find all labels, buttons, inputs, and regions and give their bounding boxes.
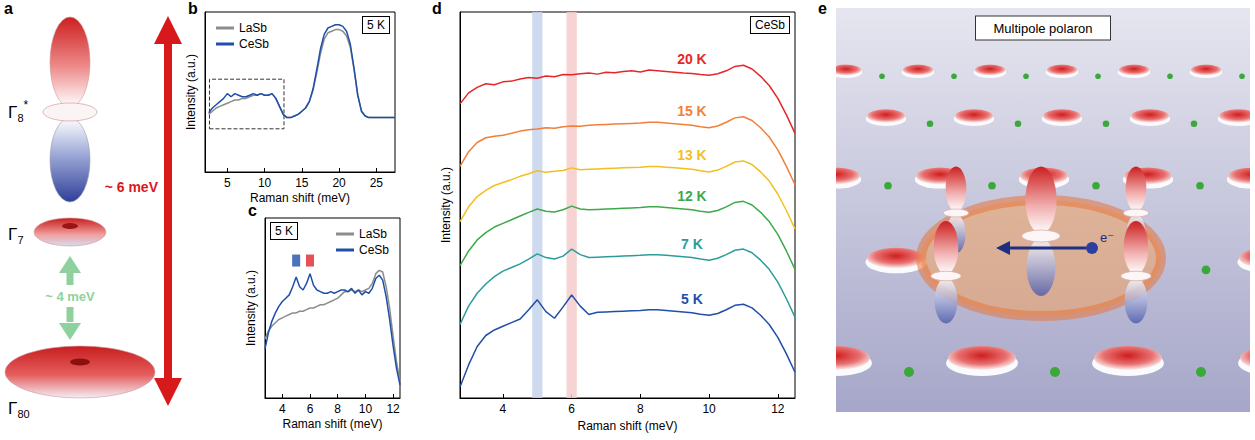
svg-text:CeSb: CeSb [359, 243, 389, 257]
svg-text:~ 4 meV: ~ 4 meV [45, 289, 95, 304]
svg-text:Multipole polaron: Multipole polaron [993, 21, 1092, 36]
svg-text:Raman shift (meV): Raman shift (meV) [282, 417, 382, 431]
svg-text:20 K: 20 K [677, 51, 707, 67]
svg-text:20: 20 [332, 176, 346, 190]
html-text:d: d [432, 0, 442, 17]
svg-text:Raman shift (meV): Raman shift (meV) [577, 419, 677, 433]
svg-text:Intensity (a.u.): Intensity (a.u.) [439, 167, 453, 243]
svg-text:10: 10 [359, 402, 373, 416]
svg-text:5 K: 5 K [681, 291, 703, 307]
svg-text:25: 25 [370, 176, 384, 190]
svg-text:LaSb: LaSb [359, 227, 387, 241]
svg-text:Γ7: Γ7 [8, 225, 24, 246]
svg-text:15: 15 [295, 176, 309, 190]
svg-text:Γ8*: Γ8* [8, 98, 29, 124]
html-text:c: c [248, 202, 257, 219]
svg-text:LaSb: LaSb [239, 21, 267, 35]
svg-text:CeSb: CeSb [239, 37, 269, 51]
svg-text:CeSb: CeSb [755, 18, 785, 32]
svg-text:12 K: 12 K [677, 188, 707, 204]
html-text:a: a [4, 0, 13, 17]
svg-text:12: 12 [386, 402, 400, 416]
svg-text:8: 8 [637, 402, 644, 416]
html-text:e: e [818, 0, 827, 17]
svg-text:4: 4 [500, 402, 507, 416]
svg-text:13 K: 13 K [677, 147, 707, 163]
svg-text:Raman shift (meV): Raman shift (meV) [250, 191, 350, 205]
svg-text:10: 10 [258, 176, 272, 190]
svg-text:Intensity (a.u.): Intensity (a.u.) [244, 270, 258, 346]
svg-text:7 K: 7 K [681, 236, 703, 252]
svg-text:Γ80: Γ80 [8, 399, 30, 420]
svg-text:5 K: 5 K [275, 224, 293, 238]
svg-text:5: 5 [224, 176, 231, 190]
svg-text:8: 8 [334, 402, 341, 416]
svg-text:~ 6 meV: ~ 6 meV [105, 179, 159, 195]
svg-text:5 K: 5 K [367, 18, 385, 32]
svg-text:12: 12 [771, 402, 785, 416]
svg-text:e⁻: e⁻ [1100, 230, 1114, 245]
svg-text:Intensity (a.u.): Intensity (a.u.) [184, 54, 198, 130]
svg-text:6: 6 [307, 402, 314, 416]
svg-text:6: 6 [568, 402, 575, 416]
svg-text:10: 10 [702, 402, 716, 416]
svg-text:15 K: 15 K [677, 103, 707, 119]
svg-text:4: 4 [279, 402, 286, 416]
html-text:b: b [188, 0, 198, 17]
